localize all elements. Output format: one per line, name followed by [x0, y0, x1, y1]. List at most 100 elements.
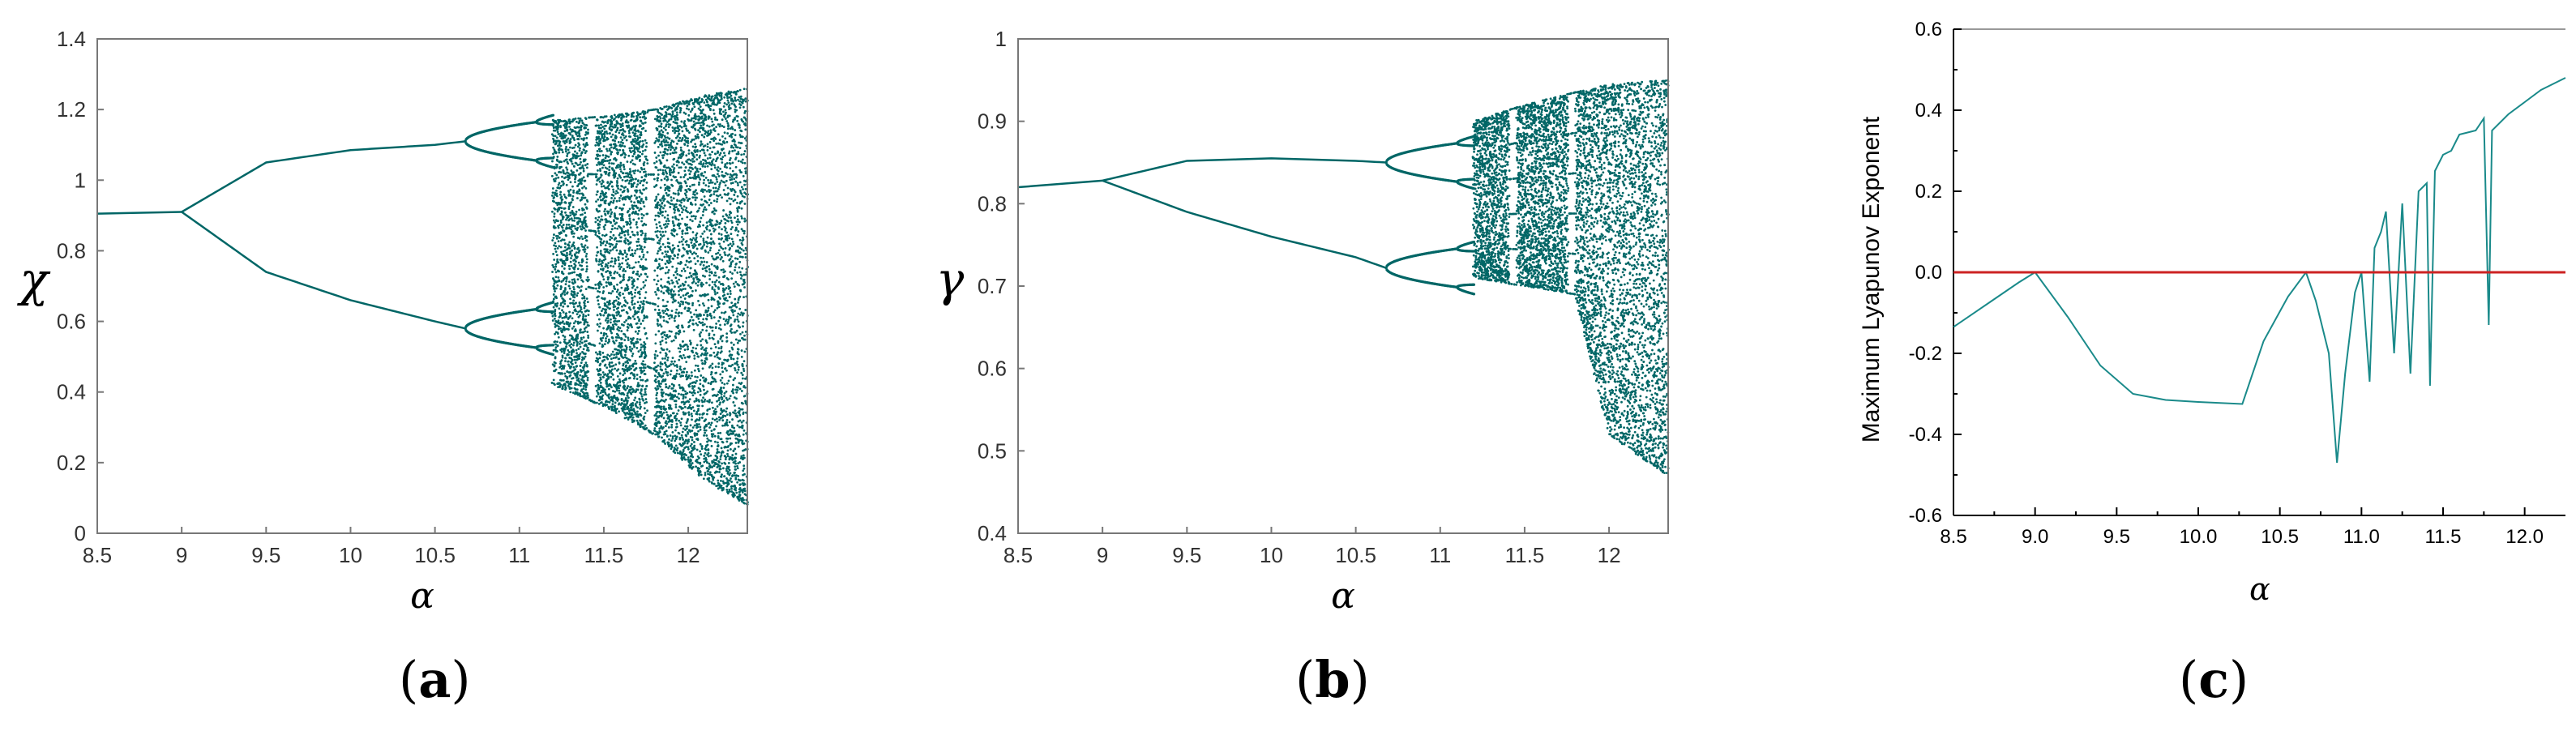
chaos-point — [558, 307, 561, 310]
chaos-point — [638, 209, 640, 212]
chaos-point — [619, 161, 623, 165]
chaos-point — [576, 138, 579, 141]
chaos-point — [580, 308, 583, 311]
chaos-point — [581, 237, 584, 241]
chaos-point — [666, 148, 670, 152]
chaos-point — [667, 193, 670, 196]
chaos-point — [551, 187, 554, 190]
chaos-point — [580, 228, 583, 230]
chaos-point — [654, 290, 657, 293]
chaos-point — [671, 387, 674, 390]
panel-a-dots — [96, 88, 749, 506]
chaos-point — [663, 255, 666, 259]
chaos-point — [639, 155, 641, 158]
chaos-point — [579, 199, 582, 202]
chaos-point — [638, 255, 641, 259]
chaos-point — [672, 163, 675, 166]
chaos-point — [643, 179, 645, 182]
chaos-point — [576, 340, 578, 343]
chaos-point — [584, 179, 587, 182]
orbit-point — [551, 344, 555, 347]
chaos-point — [552, 219, 555, 222]
chaos-point — [554, 308, 557, 311]
chaos-point — [578, 120, 581, 123]
chaos-point — [573, 290, 576, 293]
chaos-point — [660, 278, 663, 281]
chaos-point — [567, 214, 570, 217]
chaos-point — [665, 115, 668, 118]
chaos-point — [618, 348, 620, 352]
chaos-point — [627, 249, 631, 252]
chaos-point — [596, 150, 599, 152]
chaos-point — [561, 329, 564, 332]
chaos-point — [600, 123, 602, 126]
chaos-point — [631, 299, 634, 302]
chaos-point — [641, 122, 644, 125]
chaos-point — [635, 400, 639, 404]
chaos-point — [669, 335, 671, 338]
chaos-point — [566, 292, 568, 295]
chaos-point — [580, 306, 582, 309]
chaos-point — [665, 220, 668, 223]
chaos-point — [636, 301, 640, 304]
chaos-point — [682, 340, 684, 343]
chaos-point — [553, 196, 555, 199]
chaos-point — [572, 288, 576, 291]
chaos-point — [556, 301, 559, 305]
chaos-point — [678, 329, 681, 332]
chaos-point — [587, 336, 590, 340]
chaos-point — [642, 280, 645, 284]
chaos-point — [560, 195, 563, 199]
chaos-point — [609, 238, 611, 242]
chaos-point — [668, 246, 671, 249]
chaos-point — [558, 280, 561, 283]
chaos-point — [584, 374, 588, 378]
chaos-point — [567, 348, 570, 352]
chaos-point — [609, 245, 612, 248]
chaos-point — [554, 276, 558, 279]
chaos-point — [611, 248, 614, 251]
chaos-point — [622, 293, 624, 296]
chaos-point — [565, 146, 567, 148]
chaos-point — [664, 246, 667, 249]
panel-a: 8.5 9 9.5 10 10.5 11 11.5 1200.20.40.60.811.21.… — [16, 27, 749, 709]
chaos-point — [608, 203, 610, 207]
chaos-point — [620, 117, 623, 120]
chaos-point — [618, 362, 621, 365]
chaos-point — [567, 351, 571, 353]
chaos-point — [661, 211, 665, 213]
chaos-point — [677, 245, 680, 248]
chaos-point — [559, 185, 563, 187]
chaos-point — [576, 388, 579, 391]
chaos-point — [662, 234, 665, 237]
chaos-point — [678, 222, 682, 225]
chaos-point — [579, 217, 582, 220]
chaos-point — [636, 273, 639, 276]
chaos-point — [582, 167, 585, 170]
chaos-point — [616, 374, 619, 378]
chaos-point — [598, 280, 601, 284]
chaos-point — [620, 185, 623, 187]
chaos-point — [658, 135, 661, 139]
chaos-point — [611, 350, 614, 353]
chaos-point — [666, 132, 670, 135]
chaos-point — [586, 378, 589, 382]
chaos-point — [601, 375, 605, 378]
chaos-point — [569, 181, 572, 184]
chaos-point — [643, 344, 646, 348]
chaos-point — [574, 117, 577, 120]
chaos-point — [628, 215, 631, 217]
chaos-point — [668, 330, 671, 333]
chaos-point — [554, 250, 558, 253]
chaos-point — [610, 181, 614, 184]
chaos-point — [628, 267, 631, 269]
chaos-point — [613, 309, 615, 311]
chaos-point — [674, 451, 677, 455]
chaos-point — [554, 177, 558, 180]
chaos-point — [603, 132, 606, 135]
chaos-point — [557, 325, 560, 328]
chaos-point — [638, 290, 641, 293]
chaos-point — [674, 192, 677, 195]
chaos-point — [623, 145, 627, 148]
